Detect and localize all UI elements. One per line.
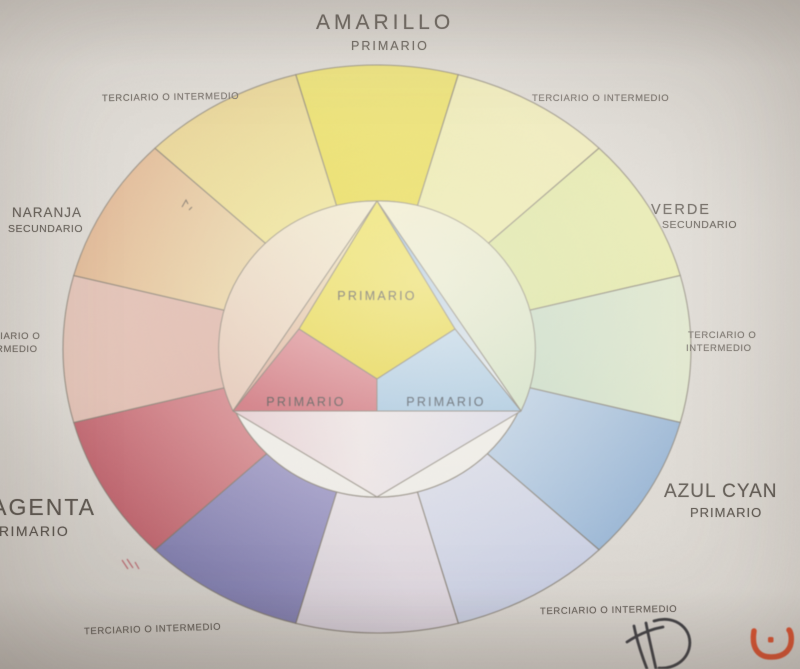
label-azul-cyan-type: PRIMARIO <box>690 505 763 520</box>
label-terciario-top-right: TERCIARIO O INTERMEDIO <box>532 93 670 104</box>
label-magenta-type: PRIMARIO <box>0 523 70 539</box>
label-naranja: NARANJA <box>12 205 83 220</box>
label-azul-cyan: AZUL CYAN <box>664 481 778 502</box>
label-terciario-left-line2: INTERMEDIO <box>0 344 38 355</box>
label-verde: VERDE <box>651 202 711 218</box>
label-verde-type: SECUNDARIO <box>662 219 738 231</box>
label-amarillo-type: PRIMARIO <box>351 39 429 53</box>
label-amarillo: AMARILLO <box>316 11 455 34</box>
label-naranja-type: SECUNDARIO <box>8 223 84 235</box>
label-magenta: MAGENTA <box>0 494 97 520</box>
label-terciario-right-line1: TERCIARIO O <box>688 330 757 341</box>
label-terciario-left-line1: TERCIARIO O <box>0 331 41 342</box>
label-terciario-right-line2: INTERMEDIO <box>686 343 752 354</box>
